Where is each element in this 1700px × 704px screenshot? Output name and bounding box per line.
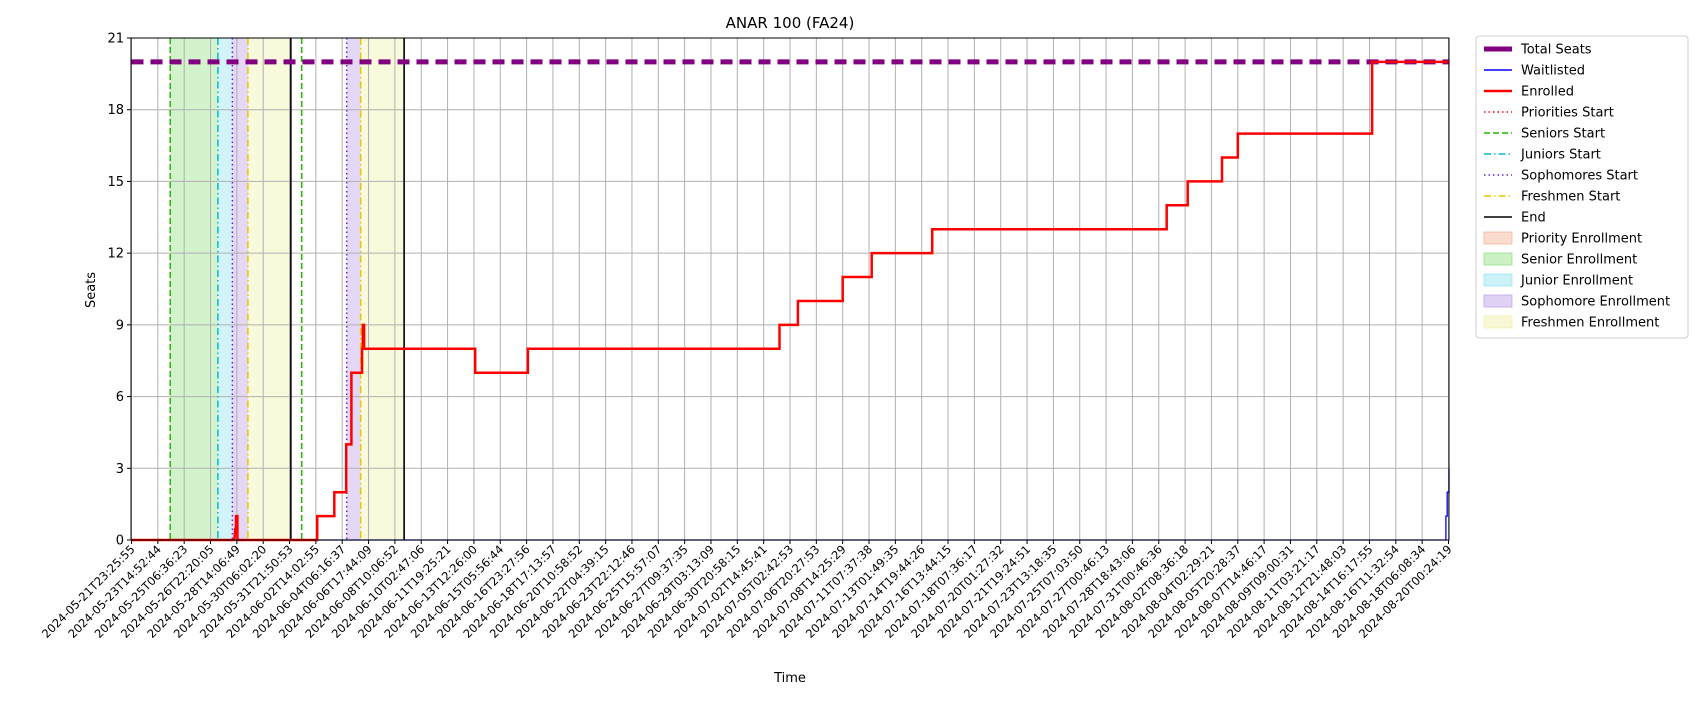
y-tick-label: 21 [107,32,124,47]
y-tick-label: 12 [107,247,124,262]
legend-box [1475,35,1689,339]
legend-label: Freshmen Start [1521,190,1620,205]
legend: Total Seats Waitlisted Enrolled Priorities … [1475,35,1689,339]
legend-label: Enrolled [1521,85,1574,100]
legend-label: Waitlisted [1521,64,1585,79]
y-axis-label: Seats [84,272,99,308]
legend-label: Priority Enrollment [1521,232,1642,247]
legend-label: Seniors Start [1521,127,1605,142]
y-tick-label: 18 [107,103,124,118]
legend-label: Senior Enrollment [1521,253,1637,268]
legend-label: End [1521,211,1546,226]
legend-swatch [1483,315,1513,329]
legend-swatch [1483,273,1513,287]
enrollment-span [170,38,218,540]
x-axis-ticks: 2024-05-21T23:25:552024-05-23T14:52:4420… [39,540,1455,641]
y-tick-label: 3 [116,462,124,477]
legend-label: Sophomore Enrollment [1521,295,1670,310]
legend-swatch [1483,294,1513,308]
y-tick-label: 6 [116,390,124,405]
legend-label: Priorities Start [1521,106,1614,121]
legend-swatch [1483,252,1513,266]
enrollment-spans [169,38,405,540]
enrollment-span [247,38,291,540]
enrollment-span [217,38,233,540]
period-lines [169,38,405,540]
legend-label: Junior Enrollment [1520,274,1633,289]
y-axis-ticks: 0 3 6 9 12 15 18 21 [107,32,131,549]
legend-label: Sophomores Start [1521,169,1638,184]
enrollment-span [346,38,361,540]
enrollment-span [360,38,405,540]
y-tick-label: 0 [116,534,124,549]
legend-swatch [1483,231,1513,245]
chart-title: ANAR 100 (FA24) [726,14,855,32]
grid-lines [131,37,1449,541]
legend-label: Total Seats [1520,43,1592,58]
x-axis-label: Time [773,671,806,686]
legend-label: Freshmen Enrollment [1521,316,1659,331]
enrollment-span [232,38,248,540]
y-tick-label: 9 [116,318,124,333]
enrollment-span [169,38,171,540]
legend-label: Juniors Start [1520,148,1601,163]
y-tick-label: 15 [107,175,124,190]
